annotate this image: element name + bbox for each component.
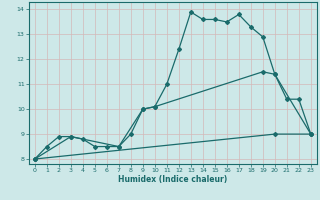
X-axis label: Humidex (Indice chaleur): Humidex (Indice chaleur) (118, 175, 228, 184)
